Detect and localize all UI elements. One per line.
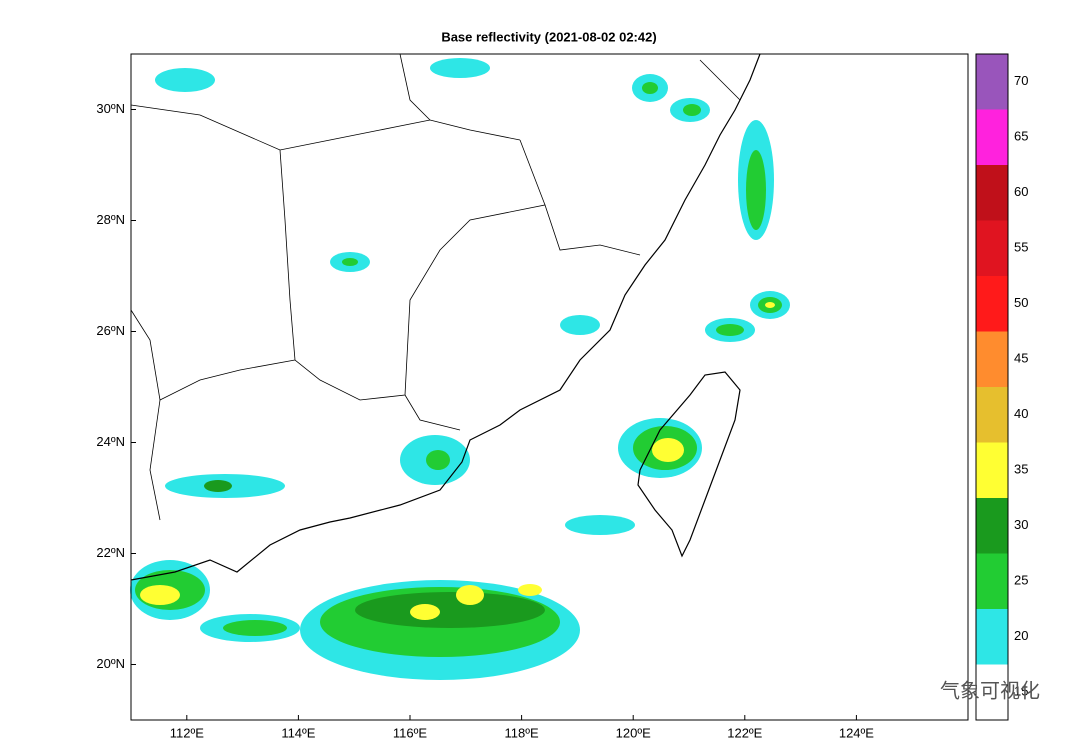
y-tick-label: 30ºN [96,101,125,116]
colorbar-segment [976,442,1008,498]
colorbar-label: 70 [1014,73,1028,88]
axes: 112ºE 114ºE 116ºE 118ºE 120ºE 122ºE 124ºE 20ºN 2… [96,101,874,741]
x-tick-label: 124ºE [839,725,874,740]
colorbar-label: 60 [1014,184,1028,199]
y-tick-label: 22ºN [96,545,125,560]
colorbar-segment [976,109,1008,165]
colorbar-segment [976,553,1008,609]
colorbar-segment [976,54,1008,110]
x-tick-label: 122ºE [727,725,762,740]
colorbar-label: 55 [1014,240,1028,255]
x-tick-label: 120ºE [616,725,651,740]
colorbar-segment [976,165,1008,221]
x-tick-label: 112ºE [170,725,204,740]
colorbar-segment [976,220,1008,276]
colorbar-label: 25 [1014,573,1028,588]
colorbar-label: 65 [1014,129,1028,144]
colorbar-label: 45 [1014,351,1028,366]
x-tick-label: 116ºE [393,725,427,740]
coastline [130,53,761,581]
y-tick-label: 26ºN [96,323,125,338]
colorbar-label: 15 [1014,684,1028,699]
x-tick-label: 114ºE [281,725,315,740]
colorbar: 15 20 25 30 35 40 45 50 55 60 65 70 [975,53,1028,721]
plot-frame [130,53,969,721]
borders [130,53,741,521]
colorbar-segment [976,664,1008,720]
echoes [130,58,790,680]
colorbar-label: 50 [1014,295,1028,310]
colorbar-label: 20 [1014,628,1028,643]
colorbar-segment [976,387,1008,443]
colorbar-label: 35 [1014,462,1028,477]
colorbar-segment [976,609,1008,665]
chart-title: Base reflectivity (2021-08-02 02:42) [441,29,656,44]
colorbar-label: 40 [1014,406,1028,421]
y-tick-label: 24ºN [96,434,125,449]
watermark: 气象可视化 [940,679,1040,702]
y-tick-label: 28ºN [96,212,125,227]
x-tick-label: 118ºE [505,725,539,740]
y-tick-label: 20ºN [96,656,125,671]
colorbar-segment [976,276,1008,332]
colorbar-segment [976,331,1008,387]
colorbar-segment [976,498,1008,554]
colorbar-frame [975,53,1009,721]
colorbar-label: 30 [1014,517,1028,532]
